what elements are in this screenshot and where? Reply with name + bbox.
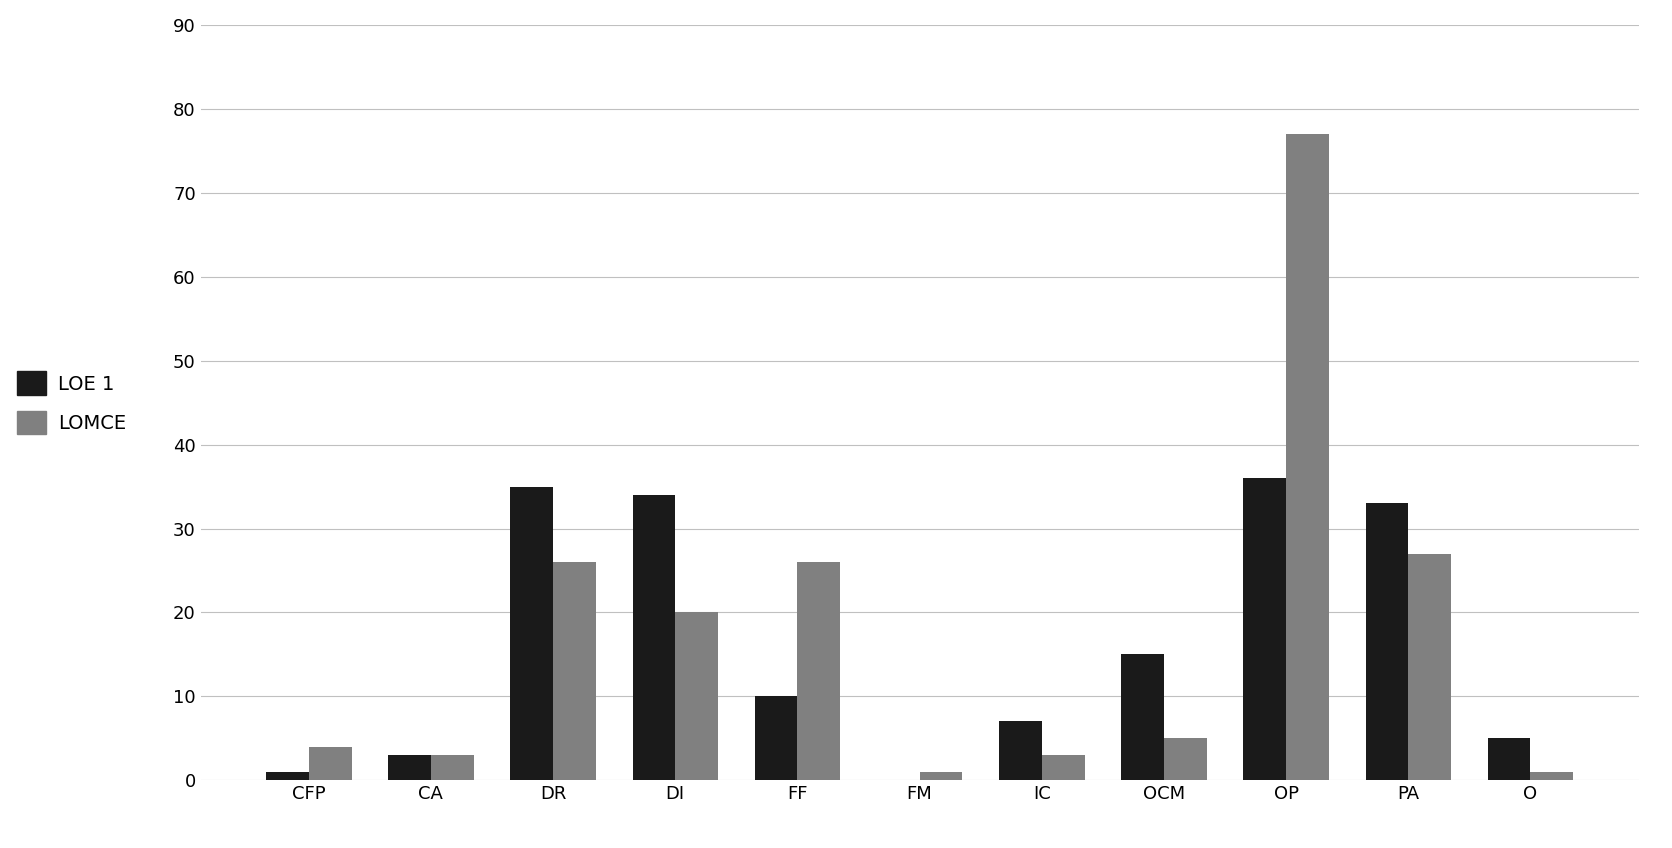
Bar <box>510 487 553 780</box>
Bar <box>388 755 431 780</box>
Bar <box>632 495 675 780</box>
Bar <box>431 755 473 780</box>
Bar <box>553 562 595 780</box>
Bar <box>1366 504 1408 780</box>
Bar <box>1408 554 1451 780</box>
Bar <box>998 722 1042 780</box>
Bar <box>1244 478 1286 780</box>
Bar <box>1164 739 1207 780</box>
Bar <box>675 612 717 780</box>
Bar <box>1286 135 1329 780</box>
Bar <box>920 772 963 780</box>
Bar <box>309 746 351 780</box>
Bar <box>754 696 798 780</box>
Bar <box>1488 739 1530 780</box>
Bar <box>1042 755 1085 780</box>
Bar <box>266 772 309 780</box>
Legend: LOE 1, LOMCE: LOE 1, LOMCE <box>17 371 125 434</box>
Bar <box>798 562 841 780</box>
Bar <box>1122 655 1164 780</box>
Bar <box>1530 772 1573 780</box>
